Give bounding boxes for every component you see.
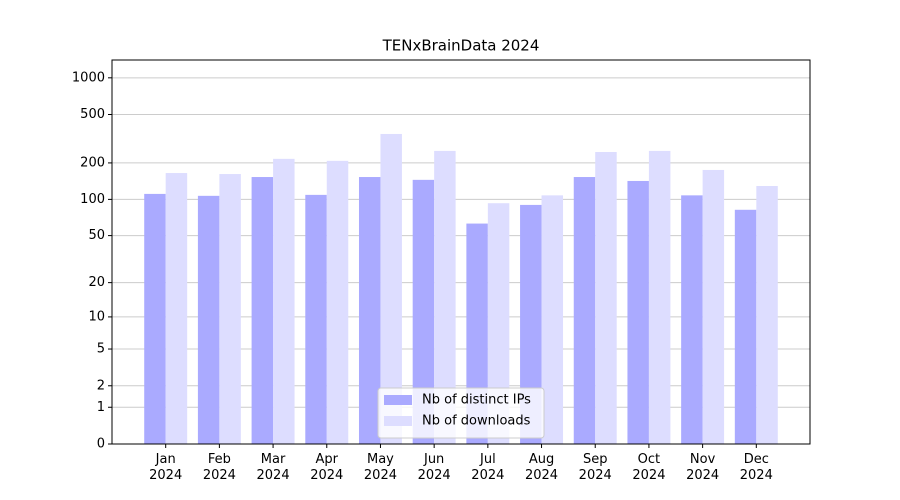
x-tick-label: Jun 2024: [417, 452, 451, 483]
bar: [197, 195, 220, 444]
bar: [734, 209, 757, 444]
x-tick-label: Mar 2024: [256, 452, 290, 483]
legend-swatch: [384, 395, 412, 405]
y-tick-label: 1: [97, 400, 105, 415]
y-tick-label: 0: [97, 437, 105, 452]
legend: Nb of distinct IPs Nb of downloads: [377, 387, 545, 439]
bar: [165, 173, 188, 444]
bar: [627, 180, 649, 444]
bar: [305, 194, 327, 444]
bar: [144, 193, 166, 444]
x-tick-label: Jul 2024: [471, 452, 505, 483]
y-tick-label: 200: [80, 155, 105, 170]
bar: [412, 179, 435, 445]
y-tick-label: 2: [97, 378, 105, 393]
x-tick-label: Nov 2024: [686, 452, 720, 483]
x-tick-label: Dec 2024: [739, 452, 773, 483]
y-tick-label: 1000: [72, 70, 105, 85]
bar: [541, 195, 564, 444]
legend-swatch: [384, 416, 412, 426]
x-tick-label: Sep 2024: [578, 452, 612, 483]
bar: [219, 174, 241, 445]
bar: [756, 186, 778, 444]
chart-title: TENxBrainData 2024: [382, 37, 540, 55]
y-tick-label: 500: [80, 107, 105, 122]
bar: [358, 177, 381, 444]
legend-label: Nb of downloads: [422, 414, 531, 429]
y-tick-label: 10: [88, 309, 105, 324]
bar: [595, 151, 617, 445]
bar: [273, 158, 295, 445]
x-tick-label: May 2024: [363, 452, 397, 483]
bar: [487, 203, 510, 444]
bar: [573, 177, 596, 444]
y-tick-label: 100: [80, 192, 105, 207]
bar: [326, 160, 349, 444]
x-tick-label: Oct 2024: [632, 452, 666, 483]
y-tick-label: 20: [88, 275, 105, 290]
bar: [380, 133, 402, 444]
legend-box: [377, 387, 545, 439]
plot-frame: [111, 59, 811, 445]
bar: [251, 177, 274, 444]
bar: [648, 150, 671, 444]
bar: [520, 204, 542, 444]
bar: [702, 169, 725, 445]
legend-label: Nb of distinct IPs: [422, 393, 531, 408]
bar: [434, 150, 456, 444]
x-tick-label: Apr 2024: [310, 452, 344, 483]
x-tick-label: Jan 2024: [149, 452, 183, 483]
x-tick-label: Feb 2024: [202, 452, 236, 483]
y-tick-label: 5: [97, 342, 105, 357]
y-tick-label: 50: [88, 228, 105, 243]
x-tick-label: Aug 2024: [524, 452, 559, 483]
bar: [681, 195, 703, 444]
